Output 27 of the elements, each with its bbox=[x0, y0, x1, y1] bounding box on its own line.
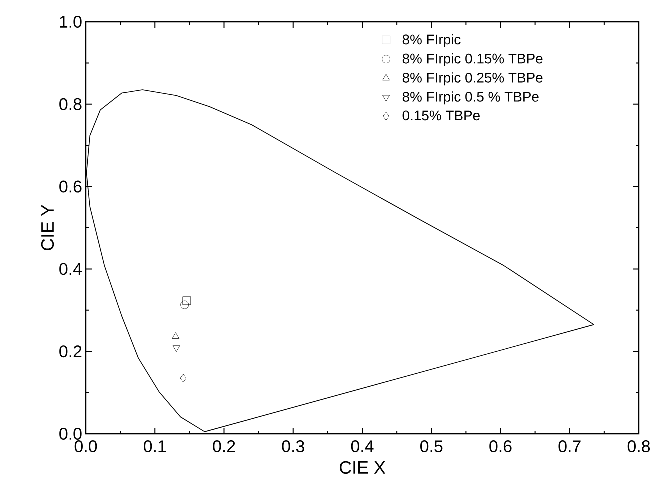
point bbox=[180, 300, 190, 310]
x-tick-label: 0.1 bbox=[144, 440, 166, 453]
y-tick-label: 0.0 bbox=[60, 428, 82, 440]
point bbox=[172, 346, 180, 352]
y-tick-label: 0.4 bbox=[60, 263, 82, 276]
y-tick-label: 0.2 bbox=[60, 346, 82, 358]
x-tick-label: 0.7 bbox=[558, 440, 581, 453]
legend-label: 8% FIrpic bbox=[402, 34, 461, 48]
x-tick-label: 0.8 bbox=[628, 440, 650, 453]
point bbox=[182, 296, 192, 306]
x-tick-label: 0.0 bbox=[74, 440, 98, 453]
x-tick-label: 0.2 bbox=[213, 440, 236, 453]
legend-label: 0.15% TBPe bbox=[402, 110, 480, 121]
y-tick-label: 0.6 bbox=[60, 180, 82, 193]
y-axis-title: CIE Y bbox=[41, 204, 54, 251]
point bbox=[180, 374, 187, 383]
x-tick-label: 0.3 bbox=[282, 440, 304, 453]
legend-label: 8% FIrpic 0.25% TBPe bbox=[402, 72, 543, 86]
x-tick-label: 0.4 bbox=[351, 440, 374, 453]
point bbox=[172, 332, 180, 339]
legend-label: 8% FIrpic 0.15% TBPe bbox=[402, 54, 543, 67]
x-axis-title: CIE X bbox=[340, 461, 386, 474]
y-tick-label: 0.8 bbox=[60, 98, 82, 110]
x-tick-label: 0.6 bbox=[490, 440, 512, 453]
y-tick-label: 1.0 bbox=[60, 16, 82, 28]
legend-label: 8% FIrpic 0.5 % TBPe bbox=[402, 92, 539, 105]
x-tick-label: 0.5 bbox=[420, 440, 443, 453]
